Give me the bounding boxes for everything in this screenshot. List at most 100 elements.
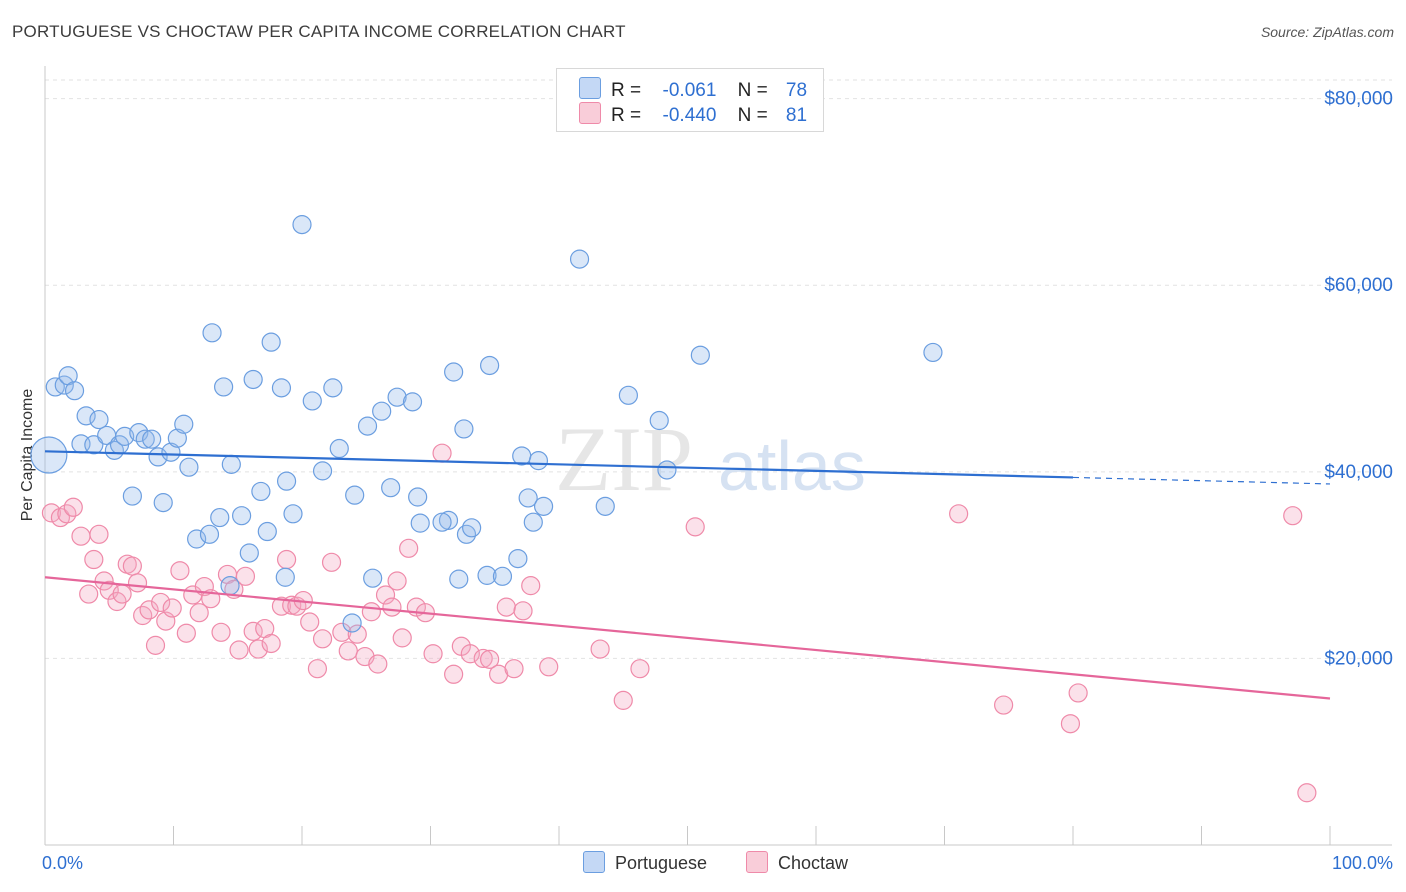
portuguese-point <box>148 447 168 467</box>
choctaw-point <box>162 598 182 618</box>
watermark-zip: ZIP <box>555 408 693 510</box>
portuguese-point <box>372 401 392 421</box>
portuguese-point <box>161 442 181 462</box>
choctaw-point <box>1060 714 1081 734</box>
tick-labels: $20,000 $40,000 $60,000 $80,000 0.0% 100.0% <box>42 89 1393 873</box>
choctaw-point <box>189 603 209 623</box>
y-tick-label: $40,000 <box>1324 462 1393 483</box>
choctaw-point <box>235 566 256 586</box>
n-label: N = <box>737 105 768 126</box>
portuguese-point <box>381 478 401 498</box>
portuguese-point <box>569 249 590 269</box>
choctaw-point <box>513 601 533 621</box>
choctaw-point <box>382 597 402 617</box>
portuguese-point <box>649 410 669 431</box>
portuguese-point <box>115 426 135 446</box>
portuguese-point <box>271 378 292 398</box>
choctaw-point <box>151 592 171 613</box>
y-tick-label: $20,000 <box>1324 648 1393 669</box>
choctaw-point <box>271 596 292 616</box>
choctaw-point <box>473 648 493 669</box>
watermark-atlas: atlas <box>718 427 866 505</box>
portuguese-point <box>449 569 469 589</box>
portuguese-point <box>402 392 423 412</box>
choctaw-point <box>590 639 610 659</box>
choctaw-point <box>368 654 388 674</box>
portuguese-point <box>523 512 543 532</box>
choctaw-point <box>432 443 452 463</box>
portuguese-point <box>302 391 322 411</box>
portuguese-point <box>187 529 207 549</box>
choctaw-point <box>347 624 367 644</box>
portuguese-point <box>508 548 528 569</box>
choctaw-point <box>127 573 148 593</box>
choctaw-point <box>321 552 342 572</box>
portuguese-point <box>153 493 173 513</box>
choctaw-point <box>539 657 559 677</box>
choctaw-point <box>504 659 524 679</box>
portuguese-point <box>239 543 259 563</box>
portuguese-point <box>221 454 241 474</box>
correlation-legend: R = -0.061 N = 78 R = -0.440 N = 81 <box>556 68 824 132</box>
watermark: ZIP atlas <box>555 408 866 510</box>
portuguese-point <box>251 481 271 502</box>
choctaw-point <box>375 585 396 605</box>
portuguese-point <box>533 496 554 516</box>
portuguese-point <box>283 504 303 524</box>
portuguese-point <box>275 567 295 587</box>
portuguese-point <box>438 510 459 530</box>
portuguese-point <box>690 345 710 365</box>
y-tick-label: $80,000 <box>1324 89 1393 110</box>
legend-row-portuguese: R = -0.061 N = 78 <box>579 77 807 101</box>
choctaw-point <box>122 556 142 576</box>
choctaw-point <box>300 612 320 632</box>
choctaw-point <box>145 635 166 655</box>
choctaw-point <box>387 571 407 591</box>
choctaw-point <box>139 600 159 620</box>
choctaw-point <box>338 641 358 661</box>
portuguese-point <box>30 436 68 474</box>
choctaw-trend-line <box>44 576 1331 700</box>
choctaw-point <box>1283 506 1303 526</box>
choctaw-point <box>480 649 500 669</box>
portuguese-point <box>595 496 615 516</box>
portuguese-point <box>84 435 104 455</box>
choctaw-points <box>41 443 1317 803</box>
portuguese-point <box>345 485 365 505</box>
choctaw-point <box>312 629 333 649</box>
portuguese-point <box>167 428 187 448</box>
portuguese-swatch <box>579 77 601 99</box>
portuguese-point <box>456 524 477 544</box>
x-tick-label-start: 0.0% <box>42 853 83 873</box>
choctaw-point <box>423 644 443 664</box>
r-label: R = <box>611 80 642 101</box>
portuguese-point <box>492 566 513 586</box>
choctaw-point <box>112 584 132 604</box>
portuguese-point <box>454 419 474 439</box>
choctaw-point <box>1068 683 1088 703</box>
portuguese-point <box>104 440 124 460</box>
chart-title: PORTUGUESE VS CHOCTAW PER CAPITA INCOME … <box>12 22 626 41</box>
portuguese-point <box>261 332 281 352</box>
choctaw-point <box>361 602 381 622</box>
portuguese-point <box>210 507 230 528</box>
choctaw-point <box>994 695 1014 715</box>
portuguese-point <box>518 488 538 508</box>
portuguese-legend-swatch <box>583 851 605 873</box>
choctaw-legend-swatch <box>746 851 768 873</box>
portuguese-point <box>342 613 362 633</box>
portuguese-point <box>312 461 333 481</box>
choctaw-point <box>613 690 633 710</box>
portuguese-point <box>618 385 638 405</box>
choctaw-point <box>211 622 231 642</box>
portuguese-point <box>444 362 464 382</box>
y-tick-label: $60,000 <box>1324 275 1393 296</box>
choctaw-point <box>685 517 705 537</box>
portuguese-point <box>89 409 109 430</box>
choctaw-point <box>170 561 190 581</box>
choctaw-point <box>261 633 281 654</box>
choctaw-point <box>63 497 83 517</box>
choctaw-point <box>630 659 650 679</box>
portuguese-point <box>410 513 430 533</box>
